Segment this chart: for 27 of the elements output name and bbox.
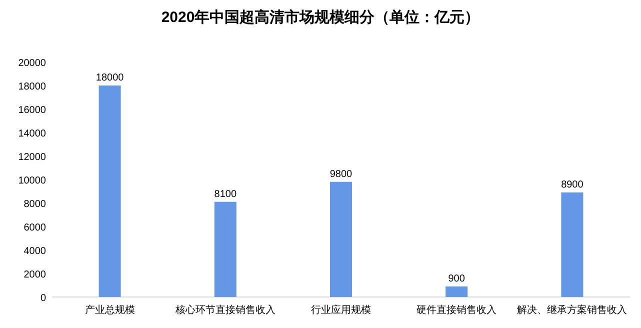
y-tick-label: 18000 [18,82,46,92]
x-tick-label: 产业总规模 [84,304,135,316]
data-label: 8900 [561,179,584,190]
data-label: 8100 [214,188,237,200]
y-tick-label: 16000 [18,105,46,116]
bar [330,182,352,297]
data-label: 900 [448,273,466,284]
y-tick-label: 2000 [24,270,46,280]
y-tick-label: 10000 [18,176,46,186]
y-tick-label: 0 [40,293,46,304]
x-tick-label: 核心环节直接销售收入 [174,304,276,316]
bar [98,86,121,297]
y-tick-label: 14000 [18,128,46,140]
y-tick-label: 12000 [18,152,46,163]
y-tick-label: 20000 [18,58,46,69]
x-tick-label: 解决、继承方案销售收入 [517,304,628,316]
data-label: 9800 [330,168,353,180]
data-label: 18000 [96,72,124,84]
y-tick-label: 6000 [24,222,46,234]
y-tick-label: 8000 [24,199,46,210]
x-tick-label: 硬件直接销售收入 [416,304,497,316]
x-tick-label: 行业应用规模 [311,304,371,316]
bar [214,202,236,297]
chart-title: 2020年中国超高清市场规模细分（单位：亿元） [161,8,480,26]
bar [446,286,468,297]
y-tick-label: 4000 [24,246,46,257]
bar [561,192,584,297]
